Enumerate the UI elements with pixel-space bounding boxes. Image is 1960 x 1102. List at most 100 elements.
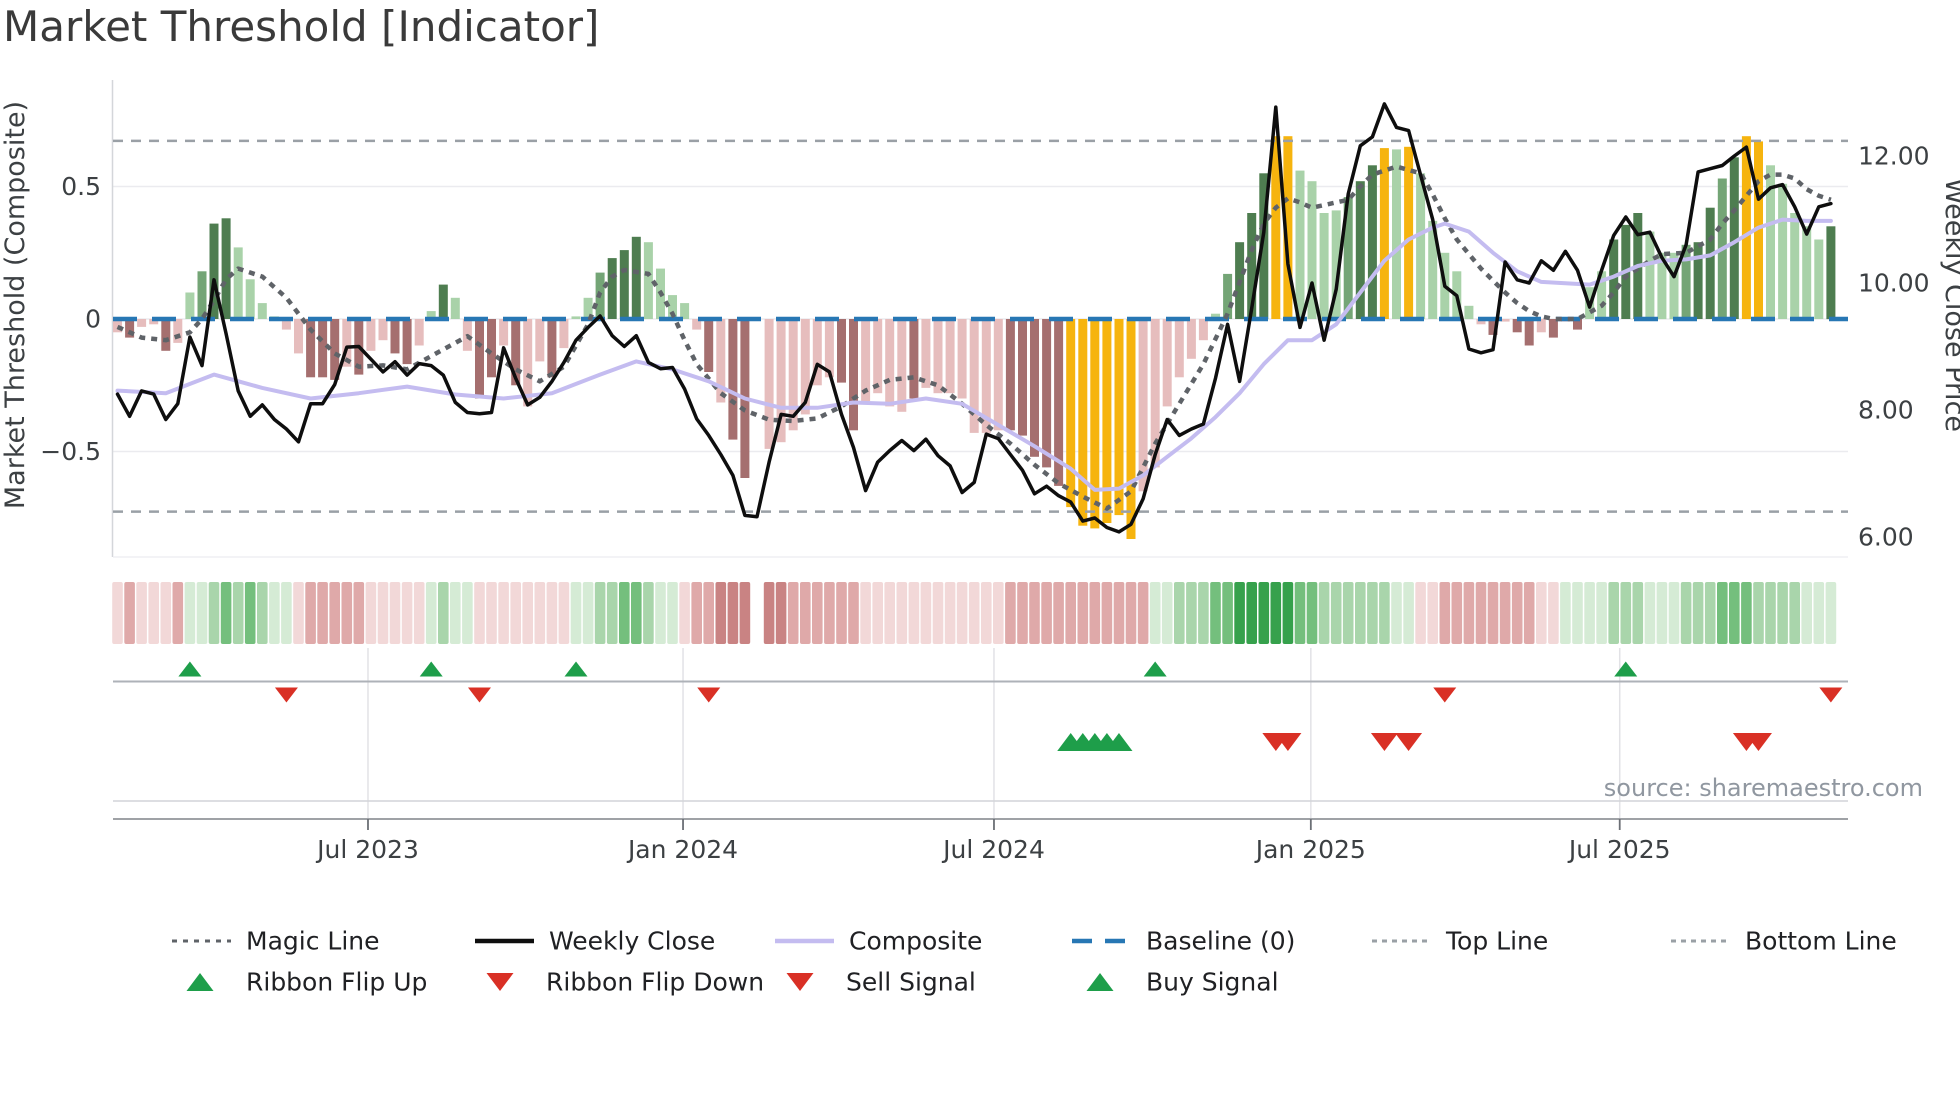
ribbon-cell xyxy=(1656,582,1668,644)
composite-bar xyxy=(969,319,979,433)
composite-bar xyxy=(547,319,557,378)
composite-bar xyxy=(294,319,303,354)
ribbon-cell xyxy=(1210,582,1221,644)
ribbon-cell xyxy=(679,582,690,644)
composite-bar xyxy=(957,319,967,399)
ribbon-cell xyxy=(1523,582,1535,644)
composite-bar xyxy=(1138,319,1148,492)
composite-bar xyxy=(1186,319,1196,359)
legend-label: Weekly Close xyxy=(549,927,715,956)
ribbon-cell xyxy=(1704,582,1716,644)
composite-bar xyxy=(1126,319,1136,539)
composite-bar xyxy=(1355,181,1365,319)
y-tick-label-right: 12.00 xyxy=(1858,142,1930,171)
y-tick-label-right: 6.00 xyxy=(1858,523,1914,552)
composite-bar xyxy=(607,258,617,319)
composite-bar xyxy=(1826,226,1836,320)
ribbon-cell xyxy=(1077,582,1089,644)
ribbon-cell xyxy=(522,582,533,644)
ribbon-cell xyxy=(281,582,292,644)
ribbon-cell xyxy=(1487,582,1499,644)
composite-bar xyxy=(643,242,653,319)
ribbon-cell xyxy=(932,582,944,644)
composite-bar xyxy=(1548,319,1558,338)
sell-signal-marker xyxy=(1395,733,1423,751)
ribbon-flip-up-marker xyxy=(419,661,443,677)
ribbon-cell xyxy=(1789,582,1800,644)
ribbon-cell xyxy=(1499,582,1511,644)
ribbon-cell xyxy=(1246,582,1257,644)
legend-label: Baseline (0) xyxy=(1146,927,1295,956)
ribbon-cell xyxy=(136,582,147,644)
composite-bar xyxy=(812,319,822,386)
ribbon-cell xyxy=(546,582,558,644)
ribbon-cell xyxy=(1294,582,1306,644)
buy-signal-marker xyxy=(1105,733,1133,751)
composite-bar xyxy=(583,297,593,319)
ribbon-cell xyxy=(643,582,654,644)
legend-label: Buy Signal xyxy=(1146,968,1279,997)
ribbon-cell xyxy=(1536,582,1547,644)
composite-line xyxy=(115,217,1833,492)
composite-bar xyxy=(197,271,207,319)
legend-label: Bottom Line xyxy=(1745,927,1897,956)
ribbon-cell xyxy=(1355,582,1366,644)
composite-bar xyxy=(1162,319,1172,407)
composite-bar xyxy=(1331,210,1341,319)
composite-bar xyxy=(1573,319,1582,330)
composite-bar xyxy=(318,319,328,378)
composite-bar xyxy=(450,297,460,319)
composite-bar xyxy=(1295,170,1305,319)
ribbon-cell xyxy=(1632,582,1644,644)
ribbon-cell xyxy=(1330,582,1342,644)
composite-bar xyxy=(185,292,195,319)
composite-bar xyxy=(438,284,448,319)
ribbon-cell xyxy=(148,582,159,644)
ribbon-flip-up-marker xyxy=(1143,661,1167,677)
composite-bar xyxy=(1078,319,1088,526)
ribbon-cell xyxy=(558,582,570,644)
composite-bar xyxy=(873,319,883,394)
legend: Magic Line Weekly Close Composite Baseline … xyxy=(172,927,1897,997)
ribbon-cell xyxy=(1318,582,1330,644)
ribbon-cell xyxy=(812,582,823,644)
composite-bar xyxy=(704,319,714,372)
ribbon-cell xyxy=(1777,582,1788,644)
main-plot xyxy=(113,102,1848,539)
ribbon-cell xyxy=(438,582,449,644)
composite-bar xyxy=(1054,319,1064,486)
composite-bar xyxy=(342,319,352,367)
composite-bar xyxy=(281,319,291,330)
ribbon-cell xyxy=(727,582,739,644)
composite-bar xyxy=(619,250,629,319)
ribbon-cell xyxy=(667,582,678,644)
composite-bar xyxy=(897,319,907,412)
ribbon-cell xyxy=(908,582,920,644)
ribbon-flip-down-marker xyxy=(1819,687,1843,703)
composite-bar xyxy=(1645,231,1655,319)
y-tick-label-left: 0 xyxy=(85,305,101,334)
composite-bar xyxy=(1343,197,1353,319)
ribbon-cell xyxy=(1511,582,1523,644)
ribbon-cell xyxy=(293,582,304,644)
composite-bar xyxy=(402,319,412,365)
ribbon-cell xyxy=(1306,582,1318,644)
ribbon-cell xyxy=(425,582,437,644)
ribbon-cell xyxy=(413,582,425,644)
composite-bar xyxy=(945,319,955,394)
composite-bar xyxy=(1790,213,1800,319)
ribbon-cell xyxy=(968,582,980,644)
ribbon-cell xyxy=(631,582,642,644)
x-tick-label: Jul 2024 xyxy=(941,835,1045,864)
ribbon-cell xyxy=(1282,582,1294,644)
ribbon-cell xyxy=(1161,582,1173,644)
ribbon-flip-up-marker xyxy=(1614,661,1638,677)
composite-bar xyxy=(1536,319,1546,333)
ribbon-cell xyxy=(836,582,847,644)
ribbon-cell xyxy=(703,582,714,644)
ribbon-cell xyxy=(1270,582,1282,644)
ribbon-cell xyxy=(594,582,606,644)
ribbon-cell xyxy=(1813,582,1825,644)
